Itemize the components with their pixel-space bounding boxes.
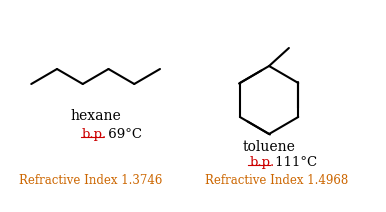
Text: hexane: hexane (70, 109, 121, 123)
Text: 111°C: 111°C (271, 156, 317, 169)
Text: Refractive Index 1.3746: Refractive Index 1.3746 (19, 174, 163, 187)
Text: toluene: toluene (243, 140, 296, 154)
Text: 69°C: 69°C (103, 128, 142, 141)
Text: b.p.: b.p. (249, 156, 274, 169)
Text: b.p.: b.p. (82, 128, 107, 141)
Text: Refractive Index 1.4968: Refractive Index 1.4968 (205, 174, 349, 187)
